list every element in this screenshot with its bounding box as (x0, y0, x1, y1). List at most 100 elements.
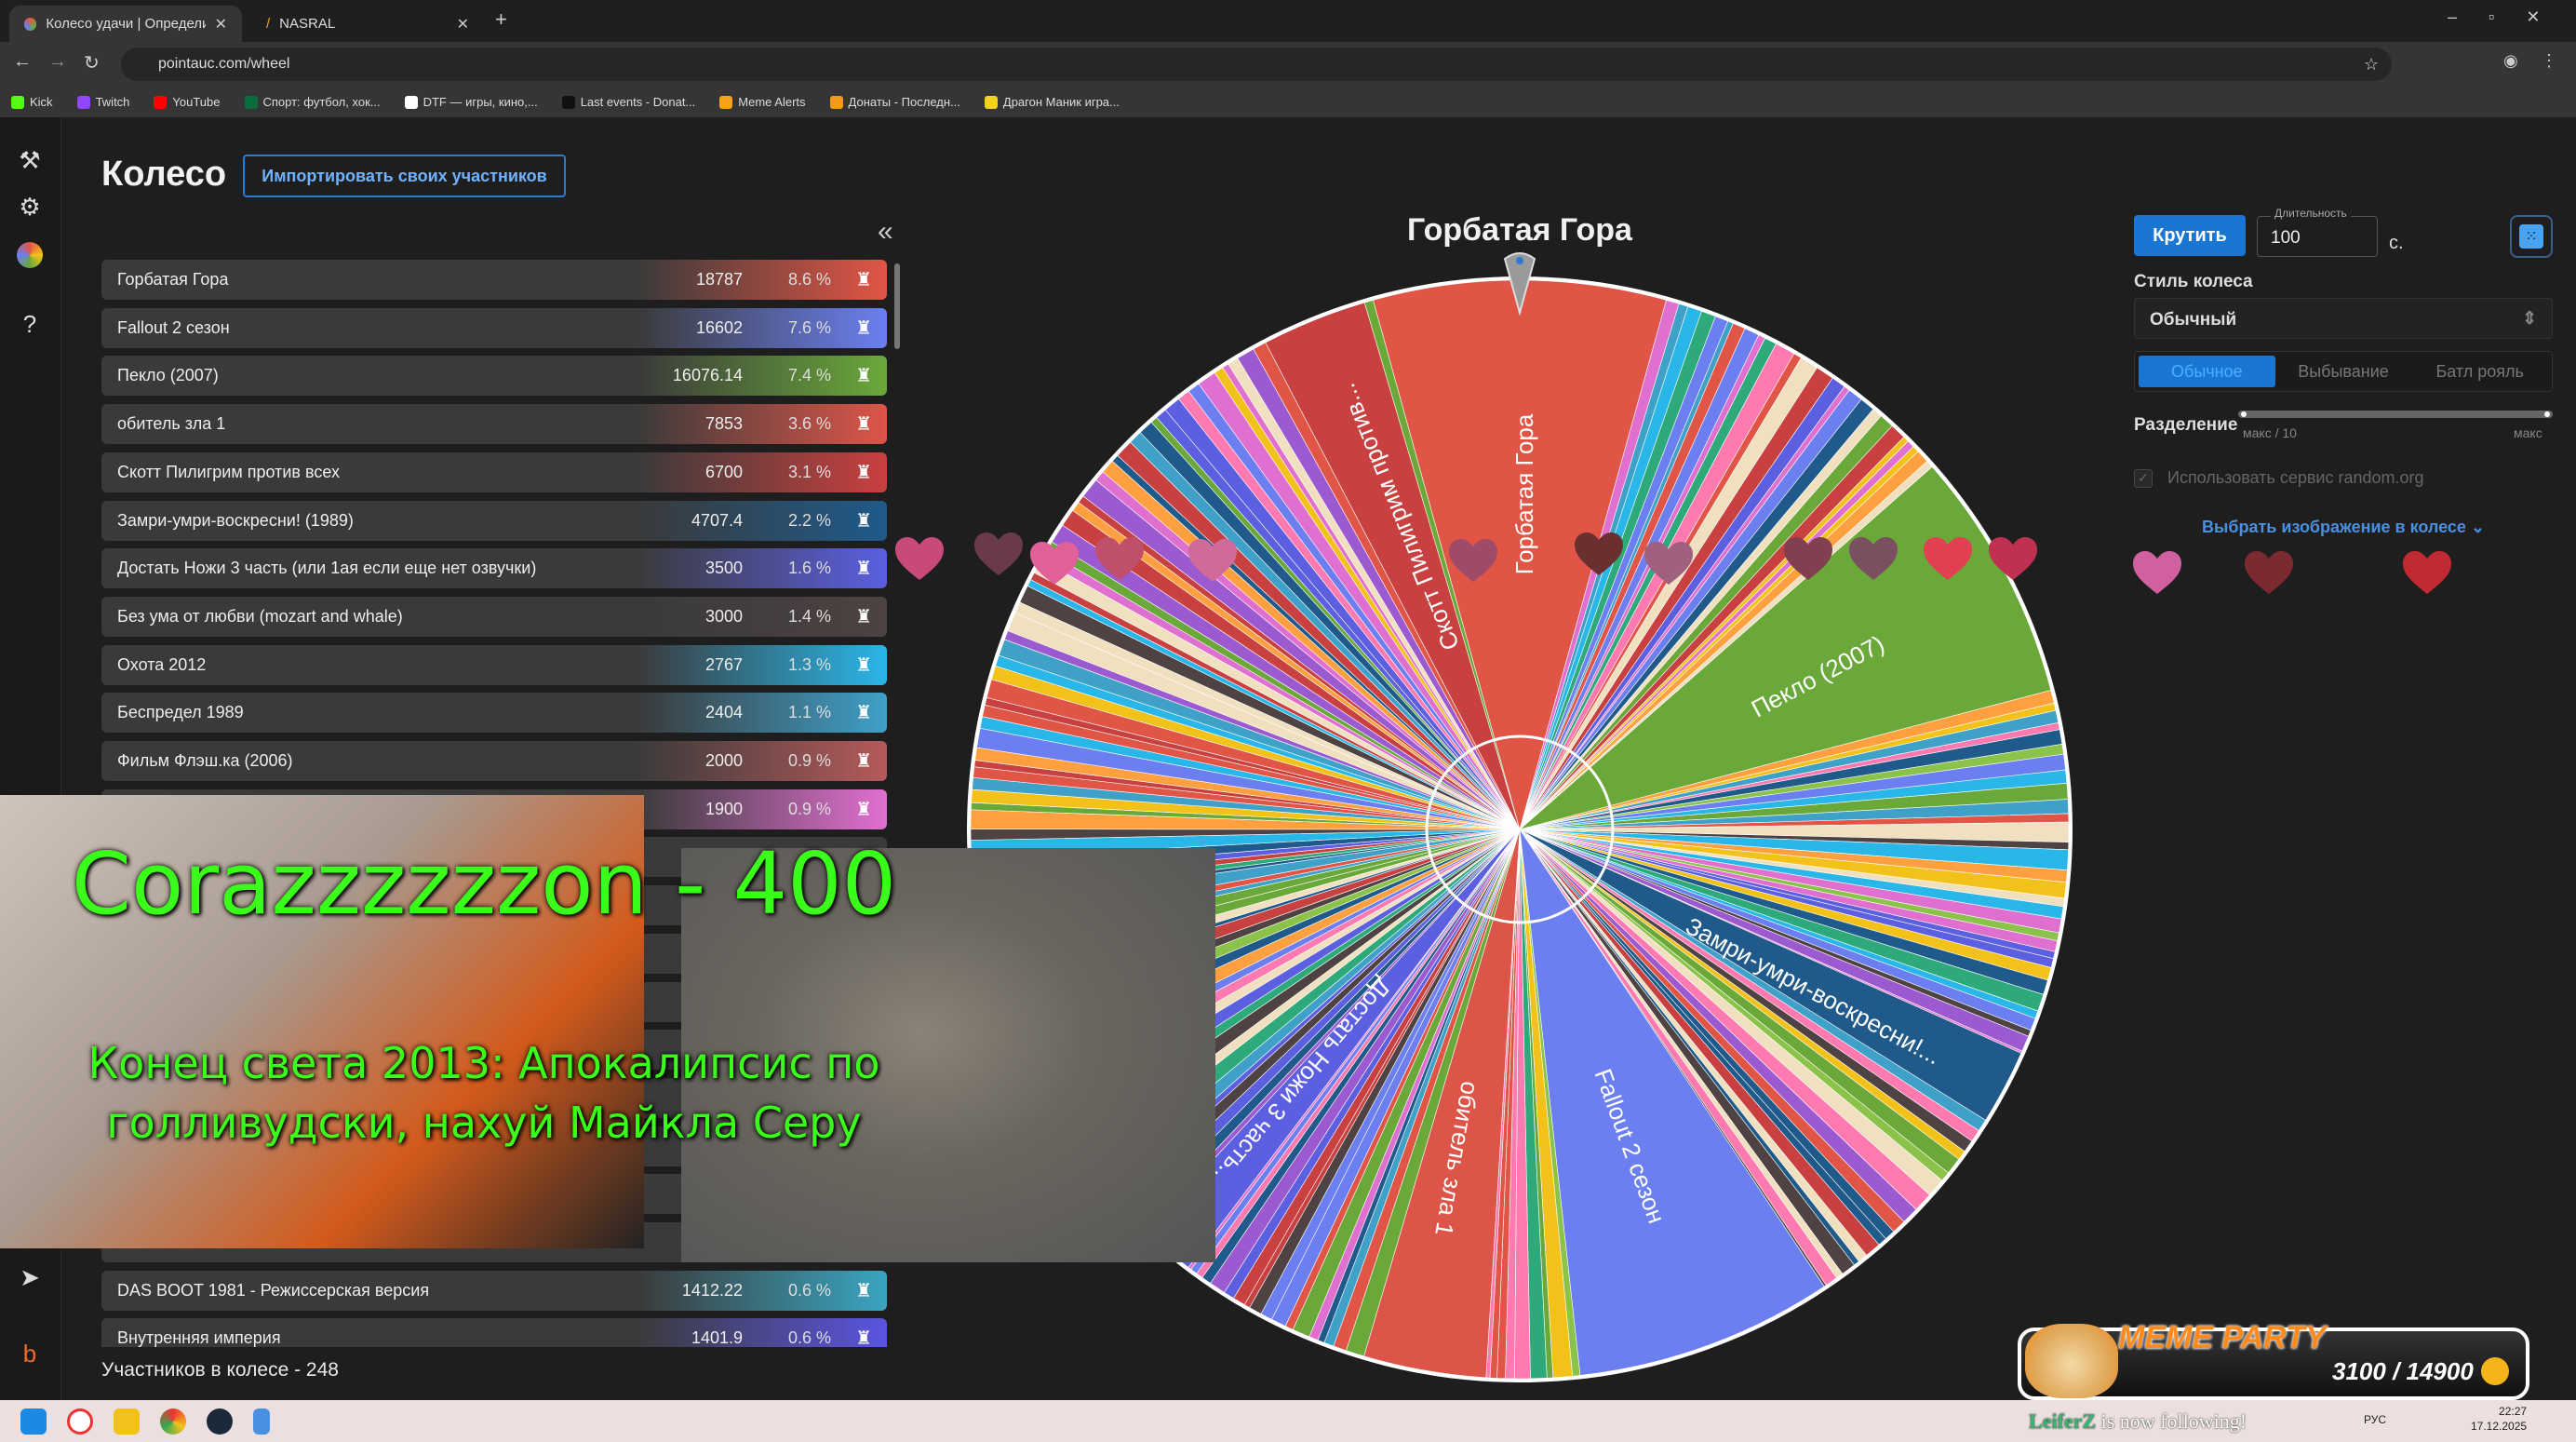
participant-percent: 0.9 % (787, 751, 831, 770)
import-participants-button[interactable]: Импортировать своих участников (243, 155, 566, 197)
bookmark-3[interactable]: Спорт: футбол, хок... (244, 95, 381, 109)
yandex-icon[interactable] (67, 1408, 93, 1435)
folder-icon[interactable] (114, 1408, 140, 1435)
participant-name: Достать Ножи 3 часть (или 1ая если еще н… (117, 559, 537, 578)
participant-row[interactable]: Горбатая Гора 18787 8.6 % ♜ (101, 260, 887, 300)
reload-icon[interactable]: ↻ (84, 53, 100, 74)
split-min-label: макс / 10 (2243, 425, 2297, 440)
bookmark-5[interactable]: Last events - Donat... (561, 95, 695, 109)
participant-row[interactable]: обитель зла 1 7853 3.6 % ♜ (101, 404, 887, 445)
meme-party-progress: 3100 / 14900 (2332, 1357, 2474, 1385)
wheel-icon[interactable] (13, 238, 47, 272)
close-icon[interactable]: ✕ (456, 16, 469, 33)
bookmark-favicon-icon (984, 95, 998, 109)
spin-button[interactable]: Крутить (2134, 215, 2246, 256)
participant-name: Скотт Пилигрим против всех (117, 462, 340, 481)
flashlight-icon[interactable]: ♜ (855, 559, 872, 580)
webcam-overlay (0, 795, 644, 1248)
duration-label: Длительность (2271, 207, 2351, 220)
random-org-checkbox[interactable]: ✓ Использовать сервис random.org (2134, 468, 2424, 488)
url-input[interactable]: pointauc.com/wheel ☆ (121, 47, 2392, 81)
donation-alert-title: Corazzzzzzon - 400 (71, 834, 897, 934)
mode-normal[interactable]: Обычное (2139, 356, 2275, 387)
slider-handle-max[interactable] (2544, 411, 2550, 417)
profile-icon[interactable]: ◉ (2503, 51, 2518, 70)
bookmark-7[interactable]: Донаты - Последн... (829, 95, 960, 109)
participant-row[interactable]: Скотт Пилигрим против всех 6700 3.1 % ♜ (101, 451, 887, 492)
flashlight-icon[interactable]: ♜ (855, 1280, 872, 1301)
bookmark-6[interactable]: Meme Alerts (719, 95, 806, 109)
participant-row[interactable]: Fallout 2 сезон 16602 7.6 % ♜ (101, 307, 887, 348)
bookmark-favicon-icon (719, 95, 733, 109)
menu-icon[interactable]: ⋮ (2541, 51, 2557, 70)
list-scrollbar[interactable] (894, 263, 900, 349)
flashlight-icon[interactable]: ♜ (855, 270, 872, 290)
telegram-icon[interactable]: ➤ (20, 1262, 40, 1291)
mode-battle-royale[interactable]: Батл рояль (2435, 361, 2524, 381)
close-icon[interactable]: ✕ (214, 16, 227, 33)
bookmark-0[interactable]: Kick (11, 95, 53, 109)
new-tab-button[interactable]: + (495, 7, 507, 31)
duration-input[interactable]: 100 (2257, 216, 2378, 257)
split-slider[interactable] (2238, 411, 2553, 418)
bookmark-2[interactable]: YouTube (154, 95, 221, 109)
heart-icon (1449, 539, 1497, 582)
flashlight-icon[interactable]: ♜ (855, 751, 872, 772)
bookmark-favicon-icon (404, 95, 418, 109)
tab-wheel[interactable]: Колесо удачи | Определите по ✕ (9, 6, 242, 42)
participant-name: Fallout 2 сезон (117, 317, 230, 337)
flashlight-icon[interactable]: ♜ (855, 462, 872, 483)
notepad-icon[interactable] (253, 1408, 270, 1435)
back-icon[interactable]: ← (13, 51, 32, 72)
wheel-style-select[interactable]: Обычный ⇕ (2134, 298, 2553, 339)
star-icon[interactable]: ☆ (2363, 54, 2379, 74)
chrome-icon[interactable] (160, 1408, 186, 1435)
bookmark-1[interactable]: Twitch (76, 95, 129, 109)
steam-icon[interactable] (207, 1408, 233, 1435)
window-controls[interactable]: –▫✕ (2448, 7, 2572, 26)
bookmark-8[interactable]: Драгон Маник игра... (984, 95, 1120, 109)
participant-row[interactable]: DAS BOOT 1981 - Режиссерская версия 1412.… (101, 1270, 887, 1311)
bookmark-favicon-icon (11, 95, 24, 109)
flashlight-icon[interactable]: ♜ (855, 654, 872, 676)
participant-percent: 0.9 % (787, 799, 831, 818)
gear-icon[interactable]: ⚙ (19, 192, 41, 221)
flashlight-icon[interactable]: ♜ (855, 414, 872, 436)
collapse-list-button[interactable]: « (878, 216, 893, 247)
wheel-hub (1425, 734, 1615, 924)
participant-percent: 2.2 % (787, 510, 831, 530)
tab-bar: Колесо удачи | Определите по ✕ / NASRAL … (0, 0, 2576, 42)
flashlight-icon[interactable]: ♜ (855, 703, 872, 724)
heart-icon (1989, 537, 2037, 580)
gavel-icon[interactable]: ⚒ (19, 145, 41, 174)
boosty-icon[interactable]: b (22, 1339, 37, 1368)
participant-amount: 2404 (704, 703, 743, 722)
flashlight-icon[interactable]: ♜ (855, 317, 872, 339)
dice-icon: ⁙ (2519, 224, 2543, 249)
participant-row[interactable]: Охота 2012 2767 1.3 % ♜ (101, 644, 887, 685)
participant-row[interactable]: Пекло (2007) 16076.14 7.4 % ♜ (101, 356, 887, 397)
slider-handle-min[interactable] (2241, 411, 2247, 417)
participant-row[interactable]: Внутренняя империя 1401.9 0.6 % ♜ (101, 1318, 887, 1347)
flashlight-icon[interactable]: ♜ (855, 366, 872, 387)
mode-elimination[interactable]: Выбывание (2298, 361, 2389, 381)
flashlight-icon[interactable]: ♜ (855, 510, 872, 532)
flashlight-icon[interactable]: ♜ (855, 799, 872, 820)
bookmark-label: Драгон Маник игра... (1002, 95, 1120, 109)
forward-icon[interactable]: → (48, 51, 67, 72)
participant-row[interactable]: Достать Ножи 3 часть (или 1ая если еще н… (101, 548, 887, 589)
tab-nasral[interactable]: / NASRAL ✕ (251, 6, 484, 42)
flashlight-icon[interactable]: ♜ (855, 606, 872, 627)
windows-start-icon[interactable] (20, 1408, 47, 1435)
choose-wheel-image-link[interactable]: Выбрать изображение в колесе ⌄ (2202, 518, 2485, 537)
clock[interactable]: 22:27 17.12.2025 (2471, 1404, 2527, 1434)
language-indicator[interactable]: РУС (2364, 1413, 2387, 1426)
random-dice-button[interactable]: ⁙ (2510, 215, 2553, 258)
participant-row[interactable]: Беспредел 1989 2404 1.1 % ♜ (101, 693, 887, 734)
bookmark-4[interactable]: DTF — игры, кино,... (404, 95, 538, 109)
participant-row[interactable]: Замри-умри-воскресни! (1989) 4707.4 2.2 % ♜ (101, 500, 887, 541)
flashlight-icon[interactable]: ♜ (855, 1328, 872, 1347)
participant-row[interactable]: Фильм Флэш.ка (2006) 2000 0.9 % ♜ (101, 741, 887, 781)
help-icon[interactable]: ? (22, 309, 37, 338)
participant-row[interactable]: Без ума от любви (mozart and whale) 3000 1… (101, 596, 887, 637)
